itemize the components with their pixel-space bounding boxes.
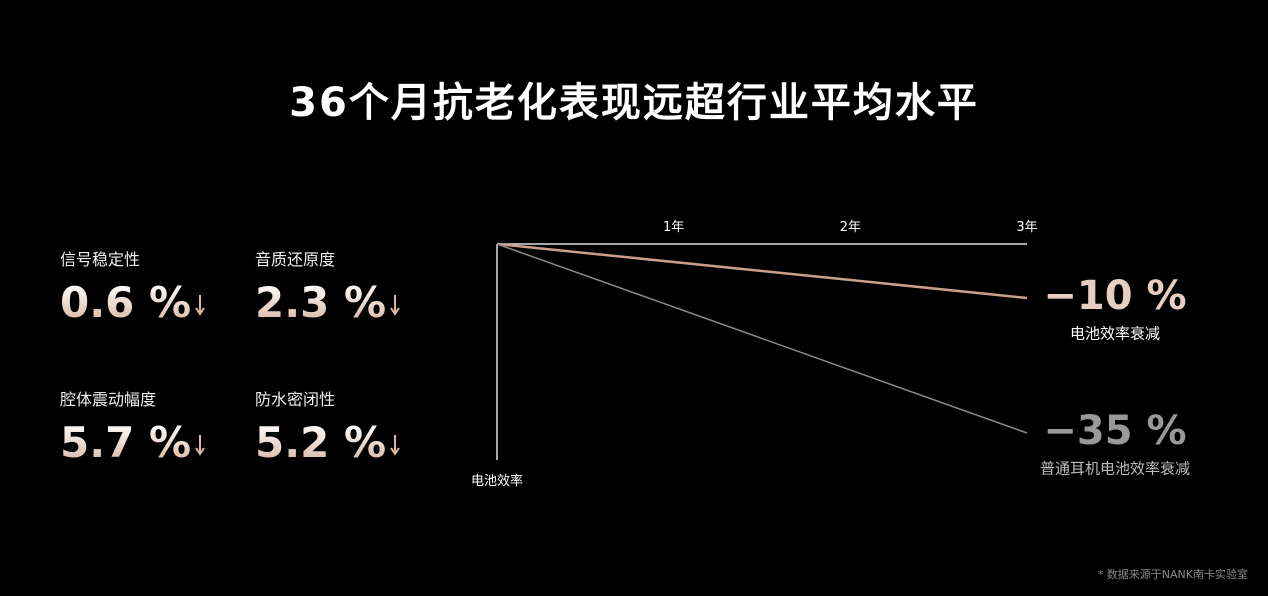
line: [496, 242, 1028, 300]
series-name: 电池效率衰减: [1070, 325, 1160, 343]
stat-label: 防水密闭性: [255, 390, 336, 409]
stat-label: 信号稳定性: [60, 250, 141, 269]
series-name: 普通耳机电池效率衰减: [1040, 460, 1190, 478]
stat-value: 5.7 %: [60, 418, 192, 467]
down-arrow: [390, 295, 400, 316]
value-label: −35 %: [1043, 408, 1186, 454]
stat-value: 2.3 %: [255, 278, 387, 327]
x-tick-label: 1年: [663, 220, 684, 235]
x-tick-label: 2年: [840, 220, 861, 235]
down-arrow: [195, 435, 205, 456]
y-axis-label: 电池效率: [471, 473, 523, 489]
stat: 信号稳定性 0.6 %: [60, 246, 240, 327]
line: [496, 243, 1028, 434]
stat: 防水密闭性 5.2 %: [255, 386, 435, 467]
title: 36个月抗老化表现远超行业平均水平: [289, 80, 979, 126]
down-arrow: [390, 435, 400, 456]
footnote: * 数据来源于NANK南卡实验室: [1097, 568, 1248, 581]
value-label: −10 %: [1043, 273, 1186, 319]
stat: 音质还原度 2.3 %: [255, 246, 435, 327]
x-tick-label: 3年: [1016, 220, 1037, 235]
stat-value: 0.6 %: [60, 278, 192, 327]
stat: 腔体震动幅度 5.7 %: [60, 386, 240, 467]
stat-value: 5.2 %: [255, 418, 387, 467]
stat-label: 音质还原度: [255, 250, 336, 269]
down-arrow: [195, 295, 205, 316]
stat-label: 腔体震动幅度: [60, 390, 157, 409]
